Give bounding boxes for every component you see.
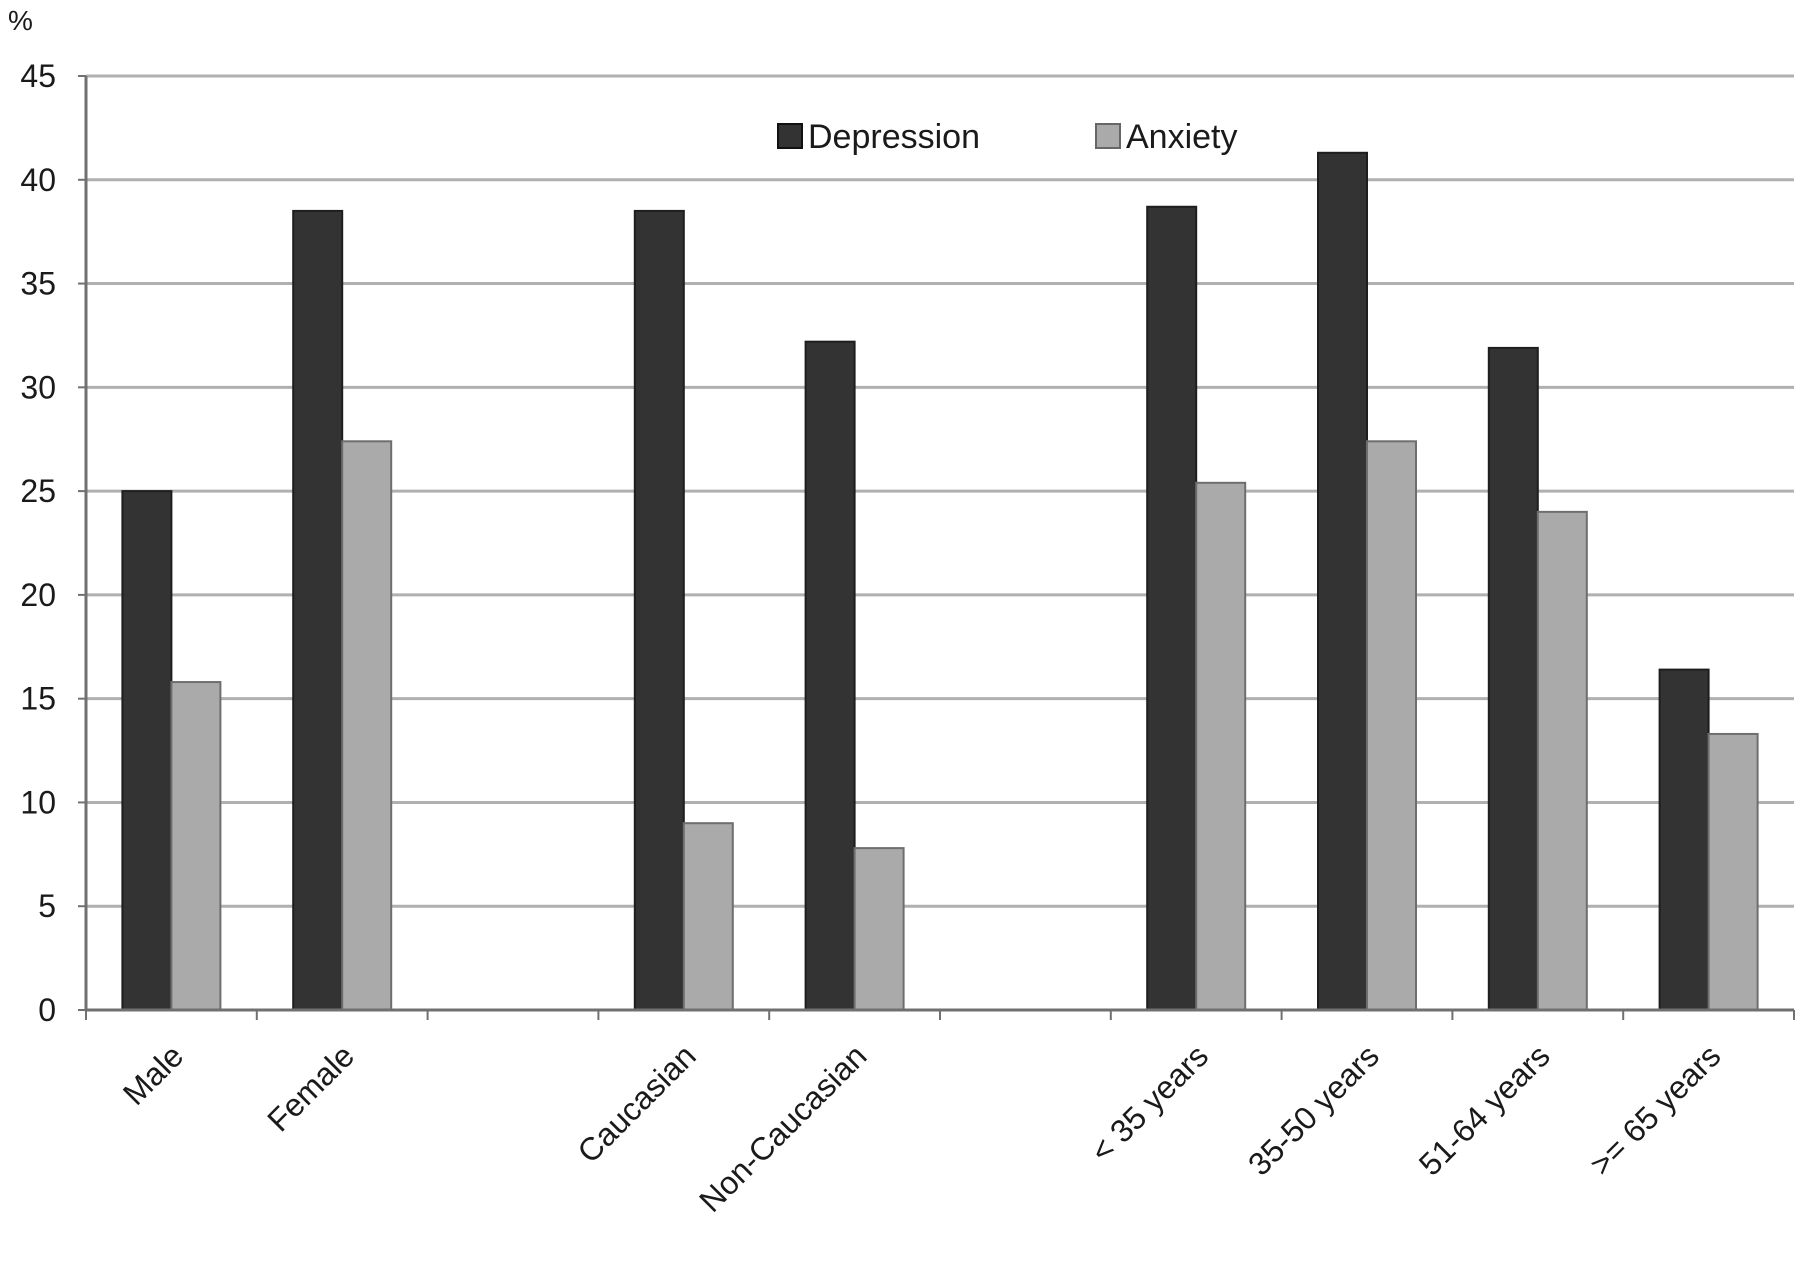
- bar-anxiety: [1707, 732, 1759, 1011]
- y-tick-label: 25: [20, 473, 56, 509]
- y-tick-label: 0: [38, 992, 56, 1028]
- y-tick-label: 30: [20, 369, 56, 405]
- axes: [84, 76, 1795, 1020]
- x-category-label: 35-50 years: [1241, 1037, 1386, 1182]
- legend-swatch-depression: [777, 123, 803, 149]
- legend-label-anxiety: Anxiety: [1126, 118, 1238, 156]
- x-category-label: 51-64 years: [1412, 1037, 1557, 1182]
- x-category-label: Non-Caucasian: [692, 1037, 873, 1218]
- x-category-label: >= 65 years: [1583, 1037, 1728, 1182]
- x-category-label: Caucasian: [570, 1037, 702, 1169]
- bar-anxiety: [170, 681, 222, 1011]
- y-tick-label: 10: [20, 784, 56, 820]
- bar-anxiety: [1366, 440, 1417, 1011]
- x-category-label: Female: [260, 1037, 361, 1138]
- legend-label-depression: Depression: [808, 118, 980, 156]
- bar-depression: [1658, 668, 1710, 1011]
- bar-depression: [633, 209, 685, 1011]
- bar-anxiety: [1536, 510, 1588, 1011]
- y-axis-ticks: 0 5 10 15 20 25 30 35 40 45: [20, 58, 86, 1028]
- bar-depression: [121, 490, 173, 1012]
- bar-depression: [1146, 205, 1198, 1011]
- y-tick-label: 15: [20, 681, 56, 717]
- y-tick-label: 5: [38, 888, 56, 924]
- bar-depression: [1487, 346, 1539, 1011]
- bar-anxiety: [682, 822, 734, 1012]
- y-tick-label: 20: [20, 577, 56, 613]
- y-tick-label: 40: [20, 162, 56, 198]
- y-unit-label: %: [8, 5, 33, 36]
- bar-depression: [804, 340, 856, 1012]
- x-category-label: < 35 years: [1083, 1037, 1215, 1169]
- bar-depression: [1317, 151, 1368, 1012]
- legend-swatch-anxiety: [1095, 123, 1121, 149]
- legend: Depression Anxiety: [777, 118, 1238, 156]
- y-tick-label: 35: [20, 266, 56, 302]
- bar-anxiety: [853, 847, 905, 1012]
- x-category-label: Male: [116, 1037, 191, 1112]
- bar-anxiety: [1195, 481, 1247, 1011]
- bars: [121, 151, 1759, 1012]
- bar-anxiety: [341, 440, 393, 1011]
- bar-depression: [292, 209, 344, 1011]
- y-tick-label: 45: [20, 58, 56, 94]
